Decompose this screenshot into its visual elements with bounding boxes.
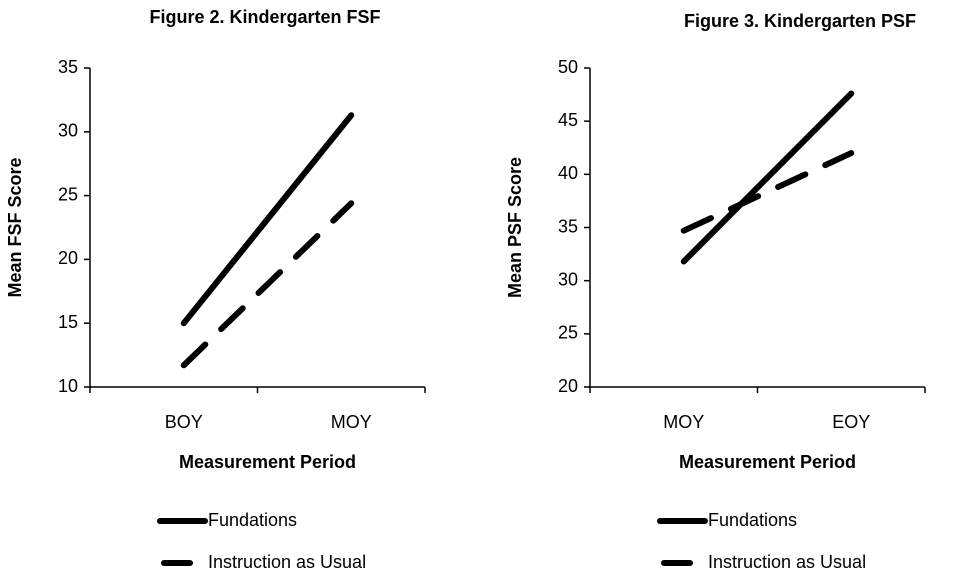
y-tick-label: 10 xyxy=(58,376,78,396)
y-tick-label: 35 xyxy=(58,57,78,77)
chart: Figure 3. Kindergarten PSF 20 25 30 35 40 45 50… xyxy=(505,11,926,572)
y-tick-label: 45 xyxy=(558,110,578,130)
series-line xyxy=(680,90,855,265)
x-axis-label: Measurement Period xyxy=(179,452,356,472)
y-tick-label: 20 xyxy=(58,248,78,268)
series-line xyxy=(680,150,855,234)
x-tick-label: MOY xyxy=(663,412,704,432)
chart: Figure 2. Kindergarten FSF 10 15 20 25 30 35 BO… xyxy=(5,7,426,572)
series-line xyxy=(180,200,355,369)
x-tick-label: MOY xyxy=(331,412,372,432)
y-tick-label: 40 xyxy=(558,163,578,183)
y-tick-label: 35 xyxy=(558,216,578,236)
y-tick-label: 15 xyxy=(58,312,78,332)
y-axis-label: Mean PSF Score xyxy=(505,157,525,298)
legend-label: Instruction as Usual xyxy=(208,552,366,572)
x-tick-label: BOY xyxy=(165,412,203,432)
legend-label: Instruction as Usual xyxy=(708,552,866,572)
chart-title: Figure 3. Kindergarten PSF xyxy=(684,11,916,31)
y-axis-label: Mean FSF Score xyxy=(5,157,25,297)
y-tick-label: 50 xyxy=(558,57,578,77)
x-tick-label: EOY xyxy=(832,412,870,432)
y-tick-label: 25 xyxy=(58,184,78,204)
chart-title: Figure 2. Kindergarten FSF xyxy=(149,7,380,27)
x-axis-label: Measurement Period xyxy=(679,452,856,472)
y-tick-label: 30 xyxy=(558,269,578,289)
series-line xyxy=(180,112,355,327)
legend-label: Fundations xyxy=(208,510,297,530)
y-tick-label: 30 xyxy=(58,121,78,141)
legend-label: Fundations xyxy=(708,510,797,530)
y-tick-label: 25 xyxy=(558,323,578,343)
y-tick-label: 20 xyxy=(558,376,578,396)
